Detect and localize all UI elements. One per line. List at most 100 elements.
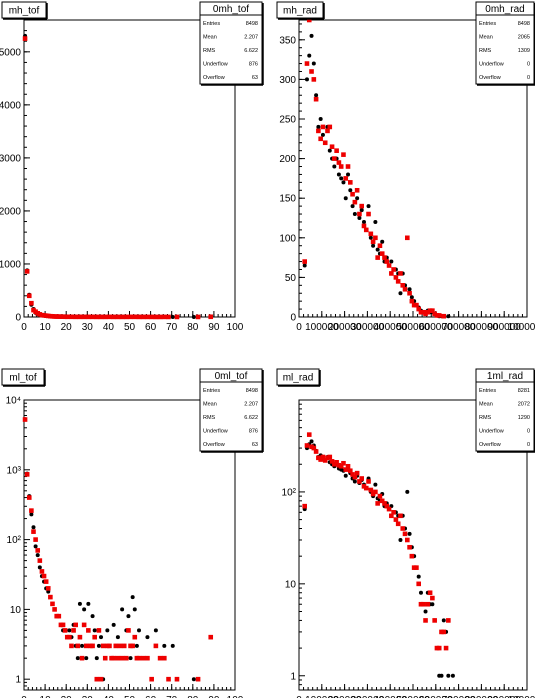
data-point (343, 473, 348, 478)
stats-value: 0 (527, 62, 530, 68)
title-box (1, 1, 47, 19)
y-tick-label: 0 (15, 313, 21, 324)
data-point (341, 180, 346, 185)
stats-value: 0 (527, 442, 530, 448)
stats-value: 1290 (518, 415, 530, 421)
data-point (79, 655, 85, 661)
data-point (140, 655, 146, 661)
data-point (355, 196, 360, 201)
data-point (341, 152, 346, 157)
data-point (69, 314, 74, 320)
x-tick-label: 200000 (328, 322, 362, 333)
data-point (67, 628, 72, 633)
data-point (29, 508, 34, 513)
stats-value: 2072 (518, 401, 530, 407)
data-point (368, 231, 374, 237)
data-point (86, 628, 91, 633)
stats-box (199, 1, 263, 85)
x-tick-label: 100 (227, 695, 244, 698)
y-tick-label: 200 (279, 154, 296, 165)
data-point (343, 176, 349, 181)
data-point (96, 628, 102, 633)
x-tick-label: 1000000 (508, 695, 535, 698)
data-point (441, 629, 447, 635)
y-tick-label: 0 (290, 313, 296, 324)
x-tick-label: 900000 (488, 322, 522, 333)
data-point (90, 614, 95, 619)
data-point (92, 628, 97, 633)
data-point (121, 643, 127, 649)
data-point (81, 314, 87, 320)
data-point (306, 17, 312, 23)
x-tick-label: 1000000 (508, 322, 535, 333)
x-tick-label: 80 (187, 695, 199, 698)
data-point (86, 314, 91, 320)
data-point (128, 656, 133, 661)
data-point (311, 77, 317, 82)
panel-ml_rad: 0100000200000300000400000500000600000700… (276, 368, 535, 698)
x-tick-label: 100000 (305, 322, 339, 333)
data-point (77, 314, 83, 320)
data-point (430, 602, 435, 607)
data-point (382, 501, 387, 506)
data-point (366, 211, 371, 217)
data-point (43, 579, 49, 584)
data-point (391, 267, 396, 272)
data-point (195, 676, 201, 682)
data-point (386, 506, 392, 512)
data-point (405, 537, 410, 543)
data-point (35, 548, 41, 553)
stats-label: RMS (479, 415, 492, 421)
data-point (22, 417, 28, 422)
data-point (416, 581, 421, 587)
data-point (115, 655, 121, 661)
data-point (384, 503, 390, 509)
data-point (350, 204, 355, 209)
stats-box (475, 1, 535, 85)
data-point (425, 601, 431, 607)
y-tick-label: 10² (7, 535, 22, 546)
data-point (393, 517, 399, 522)
stats-name: 0mh_rad (485, 4, 524, 15)
data-point (134, 643, 139, 648)
data-point (416, 574, 421, 579)
series-red (302, 17, 447, 319)
x-tick-label: 400000 (374, 695, 408, 698)
data-point (398, 291, 403, 296)
data-point (73, 622, 78, 628)
x-tick-label: 100 (227, 322, 244, 333)
data-point (307, 53, 312, 58)
data-point (313, 96, 319, 102)
data-point (379, 498, 385, 504)
data-point (24, 472, 30, 477)
data-point (100, 643, 106, 649)
data-point (423, 618, 428, 623)
data-point (407, 287, 412, 292)
data-point (363, 485, 369, 491)
data-point (82, 607, 87, 612)
data-point (398, 537, 403, 542)
data-point (332, 156, 337, 161)
stats-label: Underflow (479, 62, 504, 68)
data-point (343, 196, 348, 201)
data-point (359, 208, 364, 213)
x-tick-label: 10 (40, 322, 52, 333)
data-point (377, 243, 383, 249)
data-point (395, 521, 401, 527)
x-tick-label: 600000 (419, 322, 453, 333)
data-point (366, 204, 371, 209)
x-tick-label: 200000 (328, 695, 362, 698)
x-tick-label: 40 (103, 695, 115, 698)
data-point (423, 609, 428, 614)
stats-label: RMS (203, 48, 216, 54)
data-point (22, 36, 28, 41)
data-point (45, 586, 51, 591)
data-point (311, 61, 316, 66)
stats-label: Underflow (203, 62, 228, 68)
y-tick-label: 100 (279, 233, 296, 244)
stats-label: Entries (479, 388, 496, 394)
stats-label: Overflow (479, 75, 501, 81)
stats-value: 1309 (518, 48, 530, 54)
stats-value: 2.207 (244, 401, 258, 407)
